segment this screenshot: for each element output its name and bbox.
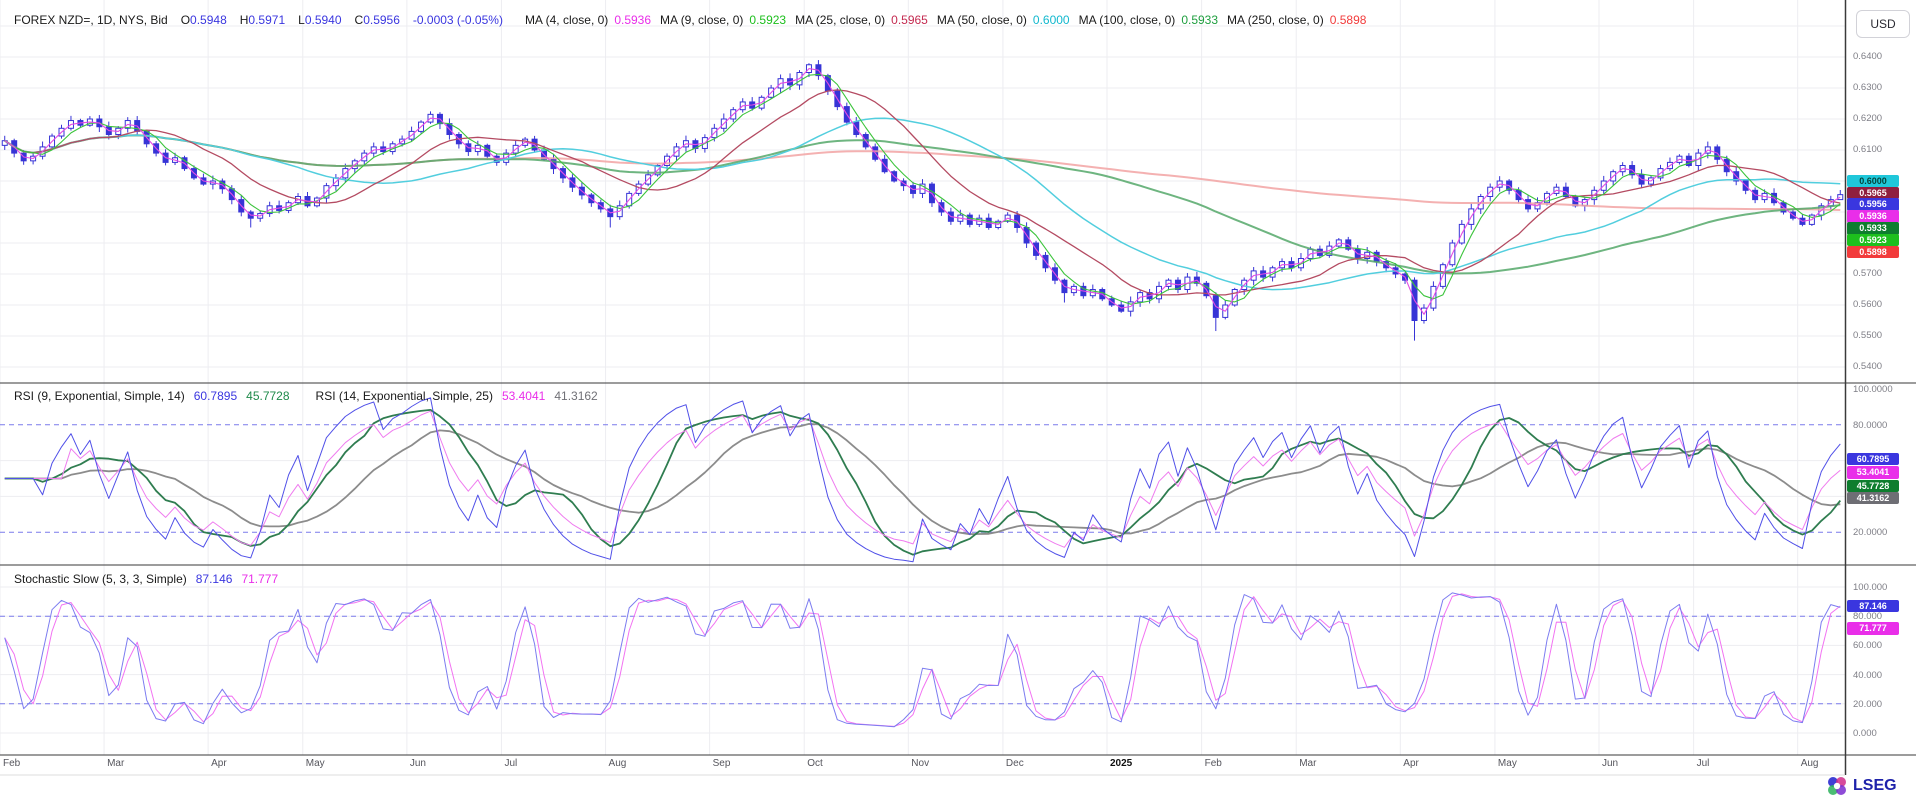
stoch-d-value: 71.777: [241, 572, 279, 586]
close-value: C0.5956: [354, 13, 400, 27]
low-value: L0.5940: [298, 13, 342, 27]
rsi-lines: [4, 397, 1842, 563]
rsi9-value: 60.7895: [193, 389, 238, 403]
month-label: Nov: [911, 758, 930, 769]
rsi9-avg-value: 45.7728: [246, 389, 290, 403]
month-label: Apr: [1403, 758, 1419, 769]
rsi-axis-tick: 80.0000: [1853, 419, 1888, 431]
stoch-axis-tick: 100.000: [1853, 582, 1888, 593]
lseg-logo-icon: [1828, 777, 1846, 795]
price-axis-tick: 0.5500: [1853, 330, 1883, 341]
ma-legend-item: MA (100, close, 0) 0.5933: [1078, 13, 1219, 27]
month-label: Oct: [807, 758, 823, 769]
stoch-axis-tick: 80.000: [1853, 611, 1883, 623]
rsi14-avg-value: 41.3162: [554, 389, 598, 403]
stoch-title: Stochastic Slow (5, 3, 3, Simple): [14, 572, 187, 586]
rsi-badge: 45.7728: [1847, 479, 1899, 493]
rsi-badge: 41.3162: [1847, 491, 1899, 505]
threshold-dashed-lines: [0, 424, 1845, 705]
open-value: O0.5948: [180, 13, 227, 27]
month-label: Apr: [211, 758, 227, 769]
price-axis-tick: 0.5700: [1853, 268, 1883, 279]
change-value: -0.0003 (-0.05%): [412, 13, 503, 27]
month-label: Mar: [1299, 758, 1317, 769]
rsi-axis-tick: 20.0000: [1853, 527, 1888, 539]
stoch-k-value: 87.146: [195, 572, 233, 586]
price-badge: 0.5923: [1847, 233, 1899, 247]
price-badge: 0.5965: [1847, 186, 1899, 200]
price-axis-tick: 0.6100: [1853, 144, 1883, 155]
lseg-logo: LSEG: [1826, 775, 1897, 797]
price-axis-tick: 0.6200: [1853, 113, 1883, 124]
candlesticks: [1, 60, 1844, 341]
rsi-badge: 60.7895: [1847, 452, 1899, 466]
ma-legend-item: MA (250, close, 0) 0.5898: [1227, 13, 1367, 27]
stoch-lines: [4, 592, 1841, 728]
gridlines: [0, 0, 1845, 755]
month-label: May: [1497, 758, 1517, 769]
stoch-axis-tick: 0.000: [1853, 728, 1877, 739]
month-label: Jun: [409, 758, 426, 769]
price-badge: 0.5898: [1847, 245, 1899, 259]
stoch-badge: 87.146: [1847, 599, 1899, 613]
price-axis-tick: 0.5600: [1853, 299, 1883, 310]
rsi-axis-tick: 100.0000: [1853, 384, 1893, 395]
rsi-badge: 53.4041: [1847, 466, 1899, 479]
month-label: Feb: [3, 758, 21, 769]
month-label: Sep: [712, 758, 731, 769]
month-label: Jul: [504, 758, 518, 769]
symbol-title: FOREX NZD=, 1D, NYS, Bid: [14, 13, 168, 27]
rsi9-title: RSI (9, Exponential, Simple, 14): [14, 389, 185, 403]
month-label: Dec: [1005, 758, 1024, 769]
price-panel-header: FOREX NZD=, 1D, NYS, Bid O0.5948 H0.5971…: [14, 13, 1366, 27]
price-badge: 0.6000: [1847, 174, 1899, 188]
ma-legend-item: MA (4, close, 0) 0.5936: [524, 13, 652, 27]
stoch-axis-tick: 20.000: [1853, 698, 1883, 710]
month-label: 2025: [1110, 758, 1133, 769]
ma-lines: [4, 68, 1841, 315]
month-label: Mar: [107, 758, 125, 769]
high-value: H0.5971: [239, 13, 286, 27]
stoch-axis-tick: 40.000: [1853, 669, 1883, 681]
currency-selector-button[interactable]: USD: [1856, 10, 1910, 38]
ma-legend-item: MA (9, close, 0) 0.5923: [660, 13, 787, 27]
rsi-panel-header: RSI (9, Exponential, Simple, 14) 60.7895…: [14, 389, 598, 403]
price-axis-tick: 0.6400: [1853, 51, 1883, 62]
price-badge: 0.5936: [1847, 210, 1899, 223]
ma-legend: MA (4, close, 0) 0.5936 MA (9, close, 0) 0.…: [516, 13, 1367, 27]
stoch-badge: 71.777: [1847, 622, 1899, 635]
price-badge: 0.5956: [1847, 198, 1899, 211]
rsi14-value: 53.4041: [501, 389, 546, 403]
month-label: Feb: [1204, 758, 1222, 769]
stoch-axis-tick: 60.000: [1853, 640, 1883, 652]
month-label: Aug: [608, 758, 627, 769]
rsi14-title: RSI (14, Exponential, Simple, 25): [315, 389, 493, 403]
panel-dividers: [0, 0, 1916, 776]
lseg-logo-text: LSEG: [1853, 777, 1897, 794]
price-axis-tick: 0.6300: [1853, 82, 1883, 93]
month-label: Jun: [1602, 758, 1619, 769]
month-label: May: [305, 758, 325, 769]
month-label: Aug: [1800, 758, 1819, 769]
month-label: Jul: [1696, 758, 1710, 769]
price-axis-tick: 0.5400: [1853, 361, 1883, 372]
ma-legend-item: MA (50, close, 0) 0.6000: [936, 13, 1070, 27]
price-badge: 0.5933: [1847, 222, 1899, 235]
stoch-panel-header: Stochastic Slow (5, 3, 3, Simple) 87.146…: [14, 572, 278, 586]
ma-legend-item: MA (25, close, 0) 0.5965: [795, 13, 928, 27]
